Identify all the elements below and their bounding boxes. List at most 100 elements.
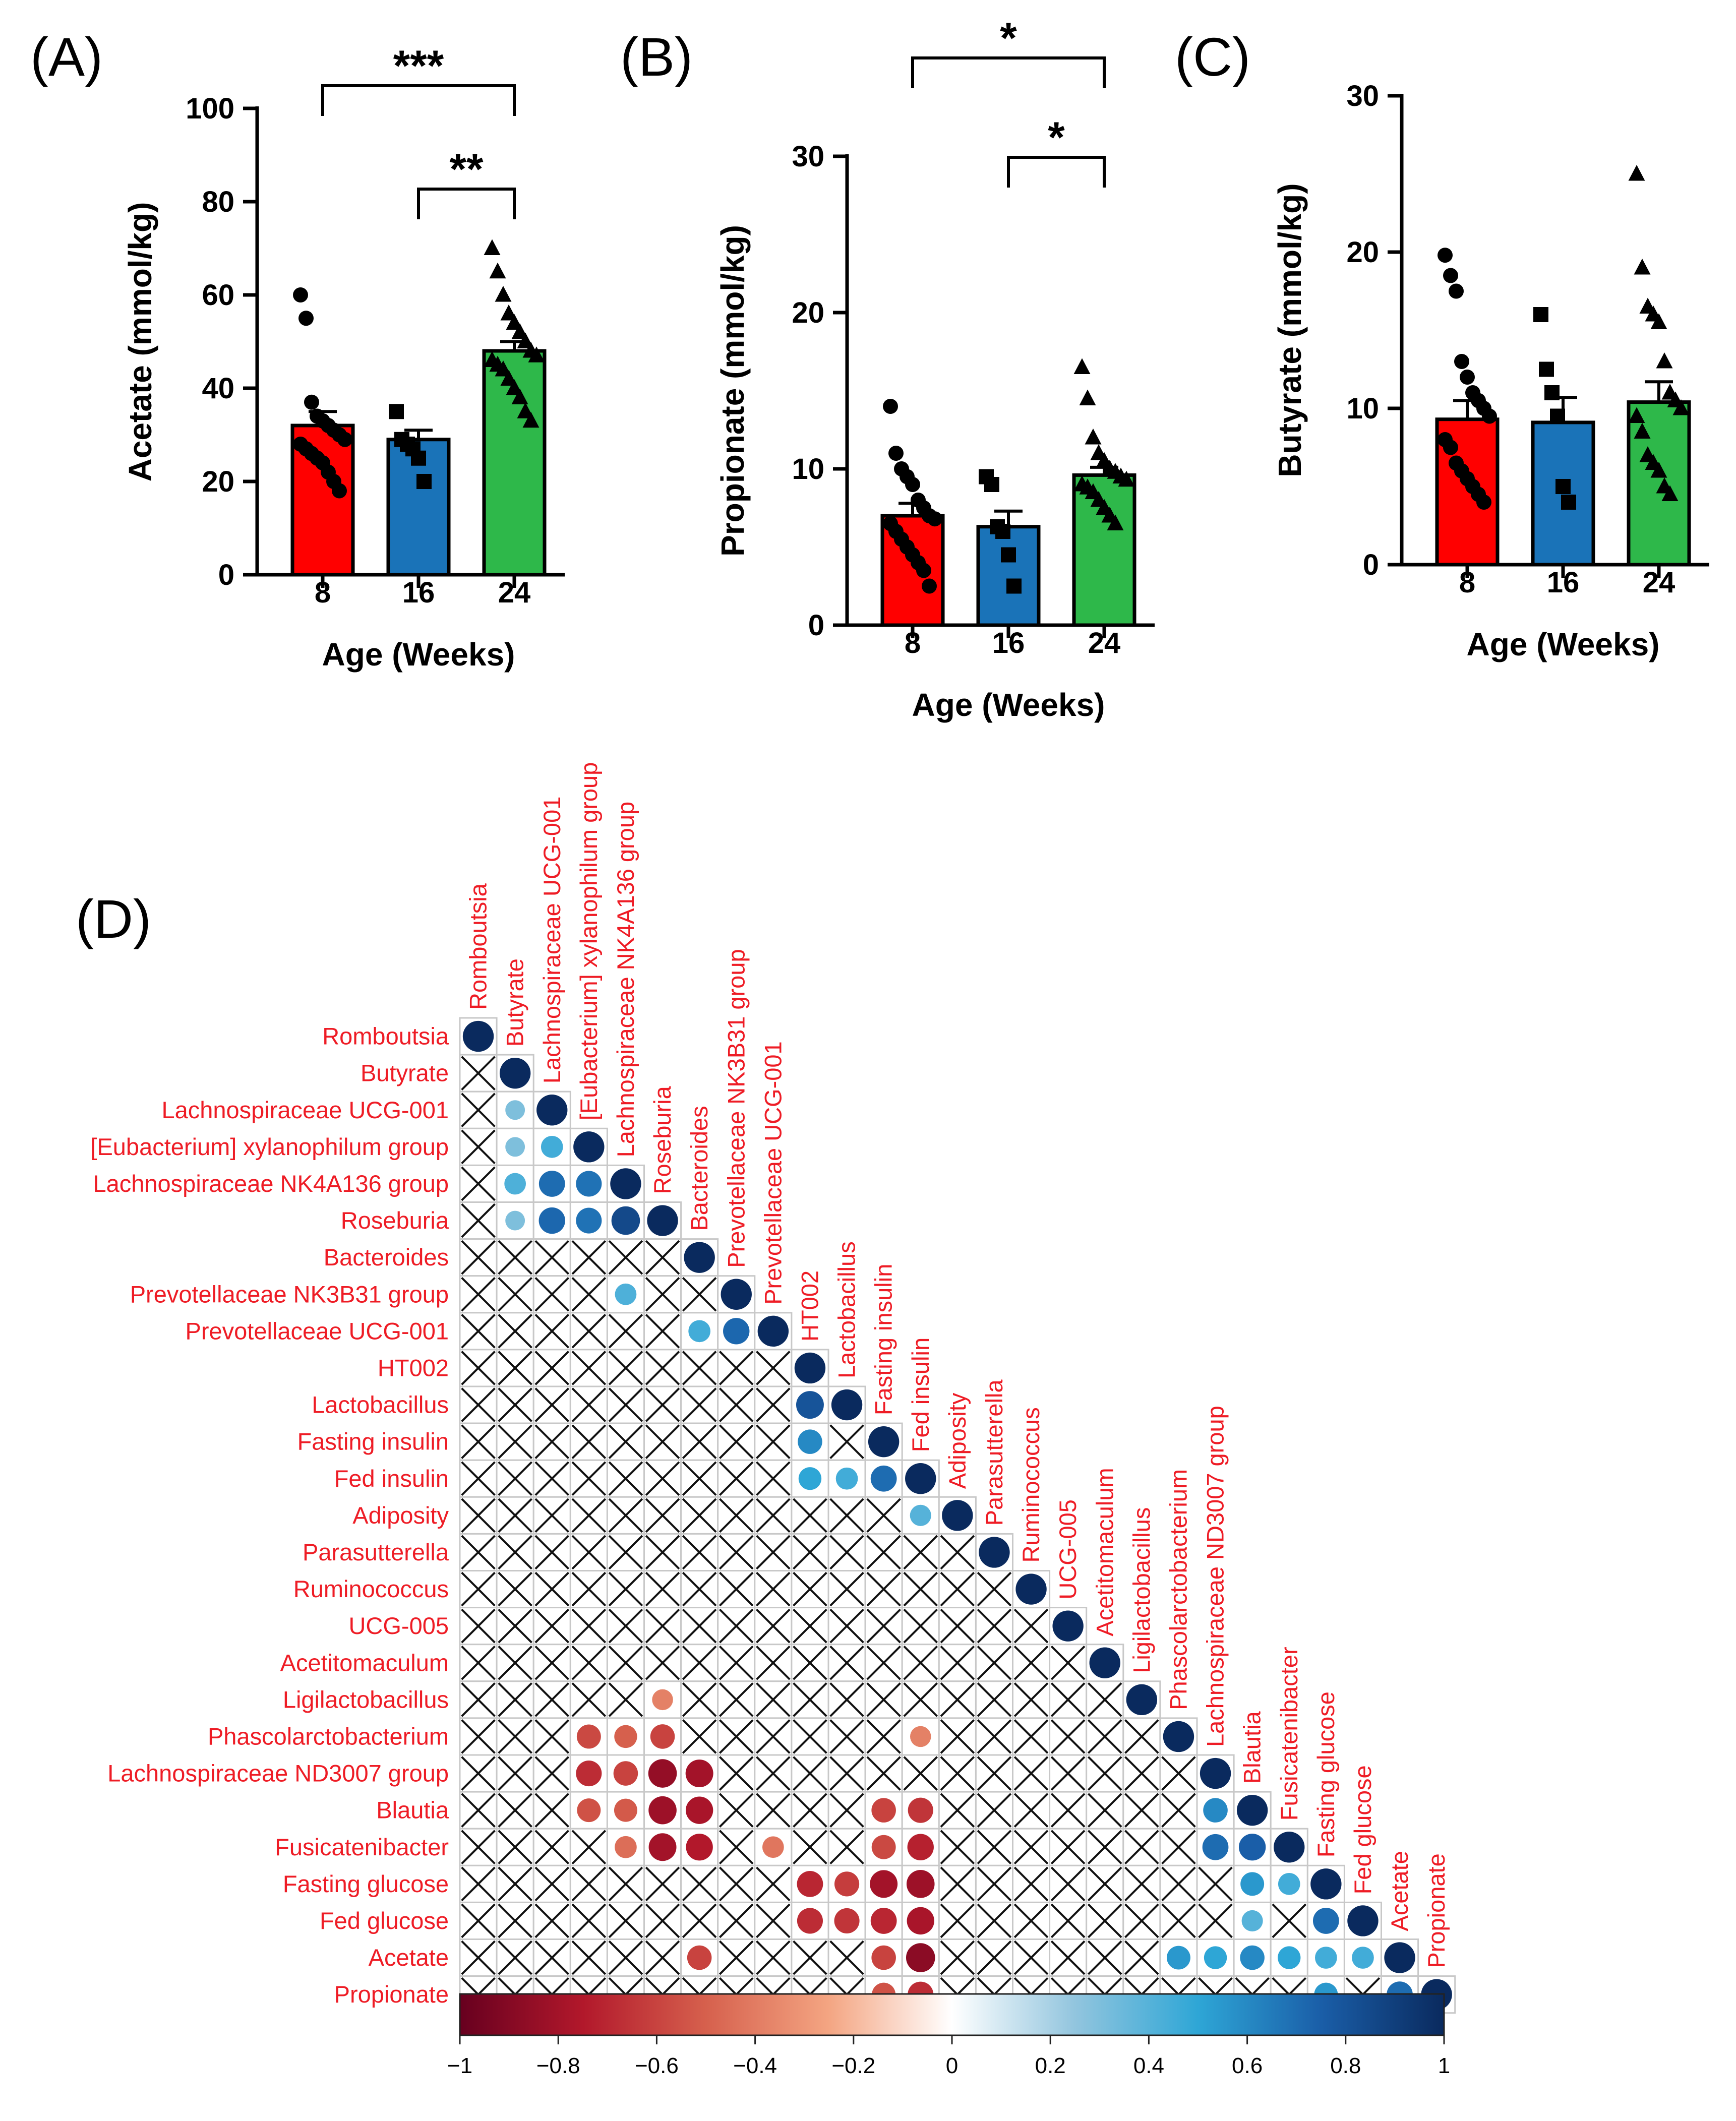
panel-letter: (C) [1175,26,1250,87]
nonsignificant-cross [1124,1830,1159,1865]
colorbar-tick-label: 0.4 [1133,2053,1164,2078]
data-point [522,411,540,428]
nonsignificant-cross [461,1756,496,1791]
nonsignificant-cross [793,1940,827,1975]
data-point [1628,165,1645,181]
data-point [495,286,512,302]
correlation-circle [907,1834,934,1860]
row-label: [Eubacterium] xylanophilum group [90,1133,449,1160]
nonsignificant-cross [829,1682,864,1717]
x-tick-label: 16 [1547,566,1580,599]
data-point [293,287,308,302]
nonsignificant-cross [461,1608,496,1644]
correlation-circle [906,1943,935,1972]
colorbar-tick-label: −0.4 [733,2053,777,2078]
column-label: [Eubacterium] xylanophilum group [575,762,602,1121]
nonsignificant-cross [498,1682,532,1717]
data-point [916,563,931,578]
diagonal-circle [1274,1832,1305,1863]
nonsignificant-cross [1161,1793,1196,1828]
nonsignificant-cross [1050,1903,1086,1938]
data-point [1672,399,1690,415]
nonsignificant-cross [719,1608,754,1644]
column-label: Phascolarctobacterium [1165,1469,1191,1710]
nonsignificant-cross [498,1608,532,1644]
bar-24 [1072,473,1136,627]
nonsignificant-cross [903,1571,938,1607]
row-label: Lactobacillus [312,1391,449,1418]
nonsignificant-cross [719,1866,754,1902]
nonsignificant-cross [829,1756,864,1791]
colorbar-tick-label: −0.8 [536,2053,580,2078]
nonsignificant-cross [461,1830,496,1865]
nonsignificant-cross [940,1608,975,1644]
nonsignificant-cross [534,1719,570,1754]
column-label: Lachnospiraceae UCG-001 [538,797,565,1084]
significance-stars: * [1000,14,1017,63]
correlation-circle [615,1836,637,1858]
nonsignificant-cross [829,1645,864,1680]
nonsignificant-cross [498,1903,532,1938]
nonsignificant-cross [571,1498,607,1533]
row-label: Prevotellaceae UCG-001 [186,1317,449,1344]
nonsignificant-cross [461,1166,496,1201]
nonsignificant-cross [571,1903,607,1938]
x-tick-label: 8 [905,627,921,659]
y-tick-label: 40 [202,372,234,405]
nonsignificant-cross [682,1535,717,1570]
nonsignificant-cross [1050,1682,1086,1717]
nonsignificant-cross [793,1719,827,1754]
nonsignificant-cross [682,1682,717,1717]
nonsignificant-cross [534,1498,570,1533]
nonsignificant-cross [498,1535,532,1570]
correlation-circle [648,1759,677,1788]
nonsignificant-cross [829,1940,864,1975]
data-point [927,511,942,527]
data-point [1073,358,1091,374]
nonsignificant-cross [608,1387,643,1422]
data-point [905,477,920,492]
correlation-circle [796,1391,824,1419]
row-label: Fed insulin [334,1465,449,1492]
nonsignificant-cross [756,1903,791,1938]
y-tick-label: 0 [218,559,234,591]
nonsignificant-cross [498,1277,532,1312]
diagonal-circle [1015,1573,1047,1605]
column-label: UCG-005 [1054,1499,1081,1600]
row-label: Prevotellaceae NK3B31 group [130,1281,449,1307]
row-label: Adiposity [352,1502,449,1529]
row-label: Fasting insulin [297,1428,449,1455]
data-point [1555,479,1571,494]
row-label: Fed glucose [320,1907,449,1934]
data-point [883,399,898,414]
nonsignificant-cross [608,1240,643,1275]
x-tick-label: 24 [1088,627,1121,659]
panel-letter: (A) [30,26,103,87]
data-point [389,404,404,419]
correlation-circle [613,1761,638,1786]
diagonal-circle [1200,1758,1231,1789]
nonsignificant-cross [682,1571,717,1607]
y-axis-title: Propionate (mmol/kg) [714,225,751,557]
nonsignificant-cross [719,1351,754,1385]
correlation-circle [835,1467,858,1490]
nonsignificant-cross [682,1903,717,1938]
significance-bracket [417,188,516,219]
correlation-circle [906,1870,935,1898]
nonsignificant-cross [793,1498,827,1533]
correlation-circle [798,1467,822,1490]
diagonal-circle [610,1168,641,1199]
colorbar-tick-label: 0.8 [1330,2053,1361,2078]
nonsignificant-cross [756,1756,791,1791]
data-point [1634,422,1651,439]
nonsignificant-cross [719,1424,754,1459]
nonsignificant-cross [866,1756,901,1791]
nonsignificant-cross [682,1498,717,1533]
column-label: Propionate [1423,1853,1450,1968]
column-label: Fed glucose [1349,1765,1376,1894]
nonsignificant-cross [608,1866,643,1902]
data-point [517,332,534,348]
nonsignificant-cross [571,1424,607,1459]
correlation-circle [652,1689,673,1711]
